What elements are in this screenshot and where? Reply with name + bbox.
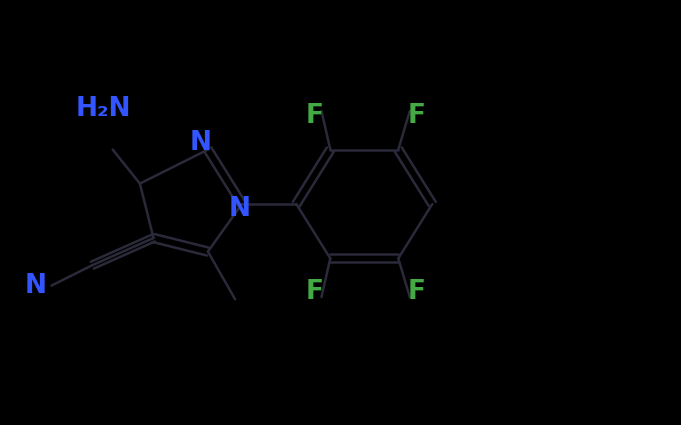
Text: N: N: [25, 272, 47, 299]
Text: F: F: [408, 279, 426, 306]
Text: F: F: [306, 102, 323, 129]
Text: N: N: [190, 130, 212, 156]
Text: H₂N: H₂N: [76, 96, 131, 122]
Text: F: F: [408, 102, 426, 129]
Text: N: N: [229, 196, 251, 222]
Text: F: F: [306, 279, 323, 306]
